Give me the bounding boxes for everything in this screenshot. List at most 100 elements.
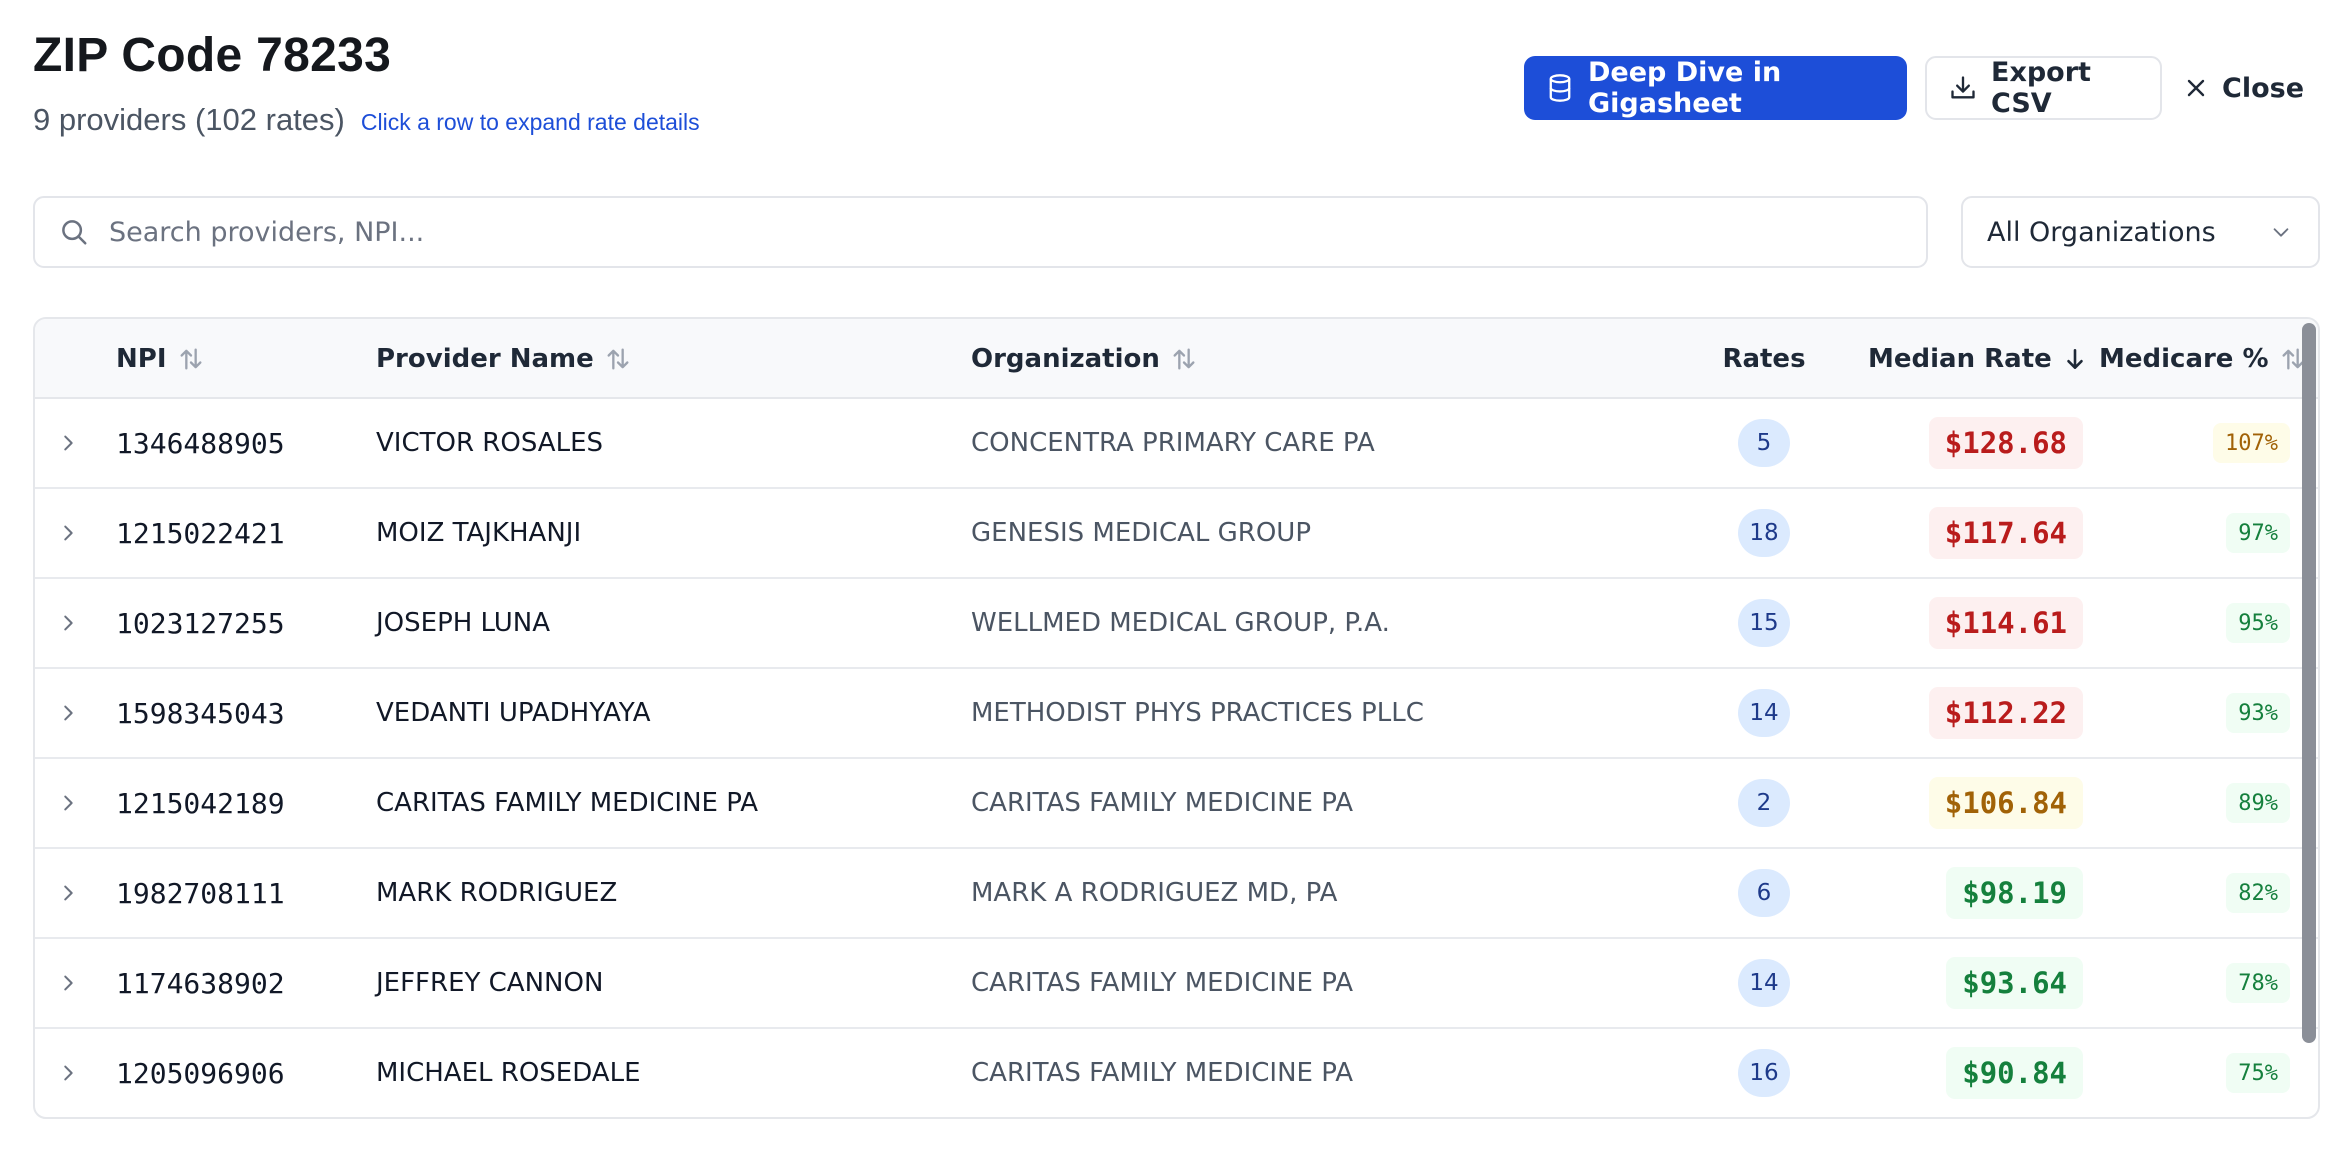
rates-count-badge: 18 bbox=[1738, 509, 1790, 557]
medicare-pct-cell: 107% bbox=[2213, 399, 2290, 487]
npi-cell: 1215042189 bbox=[116, 786, 285, 820]
median-rate-badge: $98.19 bbox=[1946, 867, 2083, 919]
provider-name-cell: MOIZ TAJKHANJI bbox=[376, 518, 582, 548]
chevron-down-icon bbox=[2273, 228, 2289, 237]
export-csv-button[interactable]: Export CSV bbox=[1925, 56, 2162, 120]
rates-count-badge: 16 bbox=[1738, 1049, 1790, 1097]
search-box bbox=[33, 196, 1928, 268]
column-header-medicare-pct[interactable]: Medicare % bbox=[2099, 319, 2307, 399]
organization-cell: GENESIS MEDICAL GROUP bbox=[971, 518, 1312, 548]
expand-row-toggle[interactable] bbox=[53, 1029, 83, 1117]
median-rate-badge: $93.64 bbox=[1946, 957, 2083, 1009]
table-row[interactable]: 1598345043 VEDANTI UPADHYAYA METHODIST PHY… bbox=[35, 669, 2318, 759]
export-csv-label: Export CSV bbox=[1991, 57, 2091, 119]
expand-hint: Click a row to expand rate details bbox=[360, 109, 700, 135]
page-title: ZIP Code 78233 bbox=[33, 29, 392, 82]
provider-count: 9 providers (102 rates) bbox=[33, 102, 345, 137]
sort-icon bbox=[2282, 348, 2304, 370]
table-row[interactable]: 1346488905 VICTOR ROSALES CONCENTRA PRIMAR… bbox=[35, 399, 2318, 489]
medicare-pct-badge: 107% bbox=[2213, 423, 2290, 463]
table-row[interactable]: 1174638902 JEFFREY CANNON CARITAS FAMILY M… bbox=[35, 939, 2318, 1029]
chevron-right-icon bbox=[64, 615, 73, 631]
medicare-pct-badge: 95% bbox=[2226, 603, 2290, 643]
median-rate-cell: $114.61 bbox=[1928, 579, 2083, 667]
deep-dive-label: Deep Dive in Gigasheet bbox=[1588, 57, 1782, 119]
median-rate-badge: $117.64 bbox=[1928, 507, 2083, 559]
expand-row-toggle[interactable] bbox=[53, 669, 83, 757]
table-row[interactable]: 1215042189 CARITAS FAMILY MEDICINE PA CARI… bbox=[35, 759, 2318, 849]
medicare-pct-cell: 89% bbox=[2226, 759, 2290, 847]
close-icon bbox=[2187, 79, 2205, 97]
rates-cell: 5 bbox=[1712, 399, 1816, 487]
medicare-pct-badge: 97% bbox=[2226, 513, 2290, 553]
chevron-right-icon bbox=[64, 885, 73, 901]
expand-row-toggle[interactable] bbox=[53, 939, 83, 1027]
column-header-npi[interactable]: NPI bbox=[116, 319, 205, 399]
median-rate-cell: $128.68 bbox=[1928, 399, 2083, 487]
table-row[interactable]: 1215022421 MOIZ TAJKHANJI GENESIS MEDICAL … bbox=[35, 489, 2318, 579]
medicare-pct-cell: 93% bbox=[2226, 669, 2290, 757]
provider-name-cell: MARK RODRIGUEZ bbox=[376, 878, 618, 908]
organization-filter-select[interactable]: All Organizations bbox=[1961, 196, 2320, 268]
rates-cell: 15 bbox=[1712, 579, 1816, 667]
table-row[interactable]: 1205096906 MICHAEL ROSEDALE CARITAS FAMILY… bbox=[35, 1029, 2318, 1117]
rates-count-badge: 14 bbox=[1738, 689, 1790, 737]
medicare-pct-badge: 82% bbox=[2226, 873, 2290, 913]
table-row[interactable]: 1982708111 MARK RODRIGUEZ MARK A RODRIGUEZ… bbox=[35, 849, 2318, 939]
chevron-right-icon bbox=[64, 705, 73, 721]
arrow-down-icon bbox=[2066, 349, 2083, 369]
provider-name-cell: JOSEPH LUNA bbox=[376, 608, 551, 638]
sort-icon bbox=[607, 348, 629, 370]
median-rate-badge: $128.68 bbox=[1928, 417, 2083, 469]
chevron-right-icon bbox=[64, 975, 73, 991]
expand-row-toggle[interactable] bbox=[53, 579, 83, 667]
rates-count-badge: 6 bbox=[1738, 869, 1790, 917]
search-input[interactable] bbox=[109, 216, 1809, 248]
rates-cell: 14 bbox=[1712, 939, 1816, 1027]
provider-name-cell: JEFFREY CANNON bbox=[376, 968, 604, 998]
chevron-right-icon bbox=[64, 525, 73, 541]
median-rate-badge: $90.84 bbox=[1946, 1047, 2083, 1099]
median-rate-cell: $98.19 bbox=[1946, 849, 2083, 937]
npi-cell: 1174638902 bbox=[116, 966, 285, 1000]
column-label-rates: Rates bbox=[1722, 344, 1806, 374]
organization-filter-value: All Organizations bbox=[1987, 216, 2216, 248]
subtitle: 9 providers (102 rates) Click a row to e… bbox=[33, 102, 700, 138]
column-header-rates: Rates bbox=[1712, 319, 1816, 399]
scrollbar[interactable] bbox=[2302, 323, 2316, 1043]
chevron-right-icon bbox=[64, 1065, 73, 1081]
column-header-provider-name[interactable]: Provider Name bbox=[376, 319, 632, 399]
rates-count-badge: 15 bbox=[1738, 599, 1790, 647]
organization-cell: MARK A RODRIGUEZ MD, PA bbox=[971, 878, 1338, 908]
npi-cell: 1346488905 bbox=[116, 426, 285, 460]
close-label: Close bbox=[2222, 72, 2305, 104]
sort-icon bbox=[1173, 348, 1195, 370]
rates-count-badge: 5 bbox=[1738, 419, 1790, 467]
medicare-pct-badge: 78% bbox=[2226, 963, 2290, 1003]
table-row[interactable]: 1023127255 JOSEPH LUNA WELLMED MEDICAL GRO… bbox=[35, 579, 2318, 669]
database-icon bbox=[1549, 74, 1571, 102]
provider-name-cell: CARITAS FAMILY MEDICINE PA bbox=[376, 788, 759, 818]
column-label-provider-name: Provider Name bbox=[376, 344, 594, 374]
npi-cell: 1215022421 bbox=[116, 516, 285, 550]
expand-row-toggle[interactable] bbox=[53, 849, 83, 937]
column-header-median-rate[interactable]: Median Rate bbox=[1868, 319, 2088, 399]
medicare-pct-cell: 97% bbox=[2226, 489, 2290, 577]
column-label-organization: Organization bbox=[971, 344, 1160, 374]
expand-row-toggle[interactable] bbox=[53, 759, 83, 847]
npi-cell: 1598345043 bbox=[116, 696, 285, 730]
expand-row-toggle[interactable] bbox=[53, 399, 83, 487]
medicare-pct-cell: 75% bbox=[2226, 1029, 2290, 1117]
close-button[interactable]: Close bbox=[2180, 56, 2310, 120]
organization-cell: METHODIST PHYS PRACTICES PLLC bbox=[971, 698, 1424, 728]
rates-cell: 16 bbox=[1712, 1029, 1816, 1117]
median-rate-cell: $90.84 bbox=[1946, 1029, 2083, 1117]
median-rate-cell: $93.64 bbox=[1946, 939, 2083, 1027]
table-body: 1346488905 VICTOR ROSALES CONCENTRA PRIMAR… bbox=[35, 399, 2318, 1117]
column-header-organization[interactable]: Organization bbox=[971, 319, 1198, 399]
deep-dive-button[interactable]: Deep Dive in Gigasheet bbox=[1524, 56, 1907, 120]
median-rate-cell: $112.22 bbox=[1928, 669, 2083, 757]
expand-row-toggle[interactable] bbox=[53, 489, 83, 577]
median-rate-badge: $112.22 bbox=[1928, 687, 2083, 739]
organization-cell: CARITAS FAMILY MEDICINE PA bbox=[971, 788, 1354, 818]
